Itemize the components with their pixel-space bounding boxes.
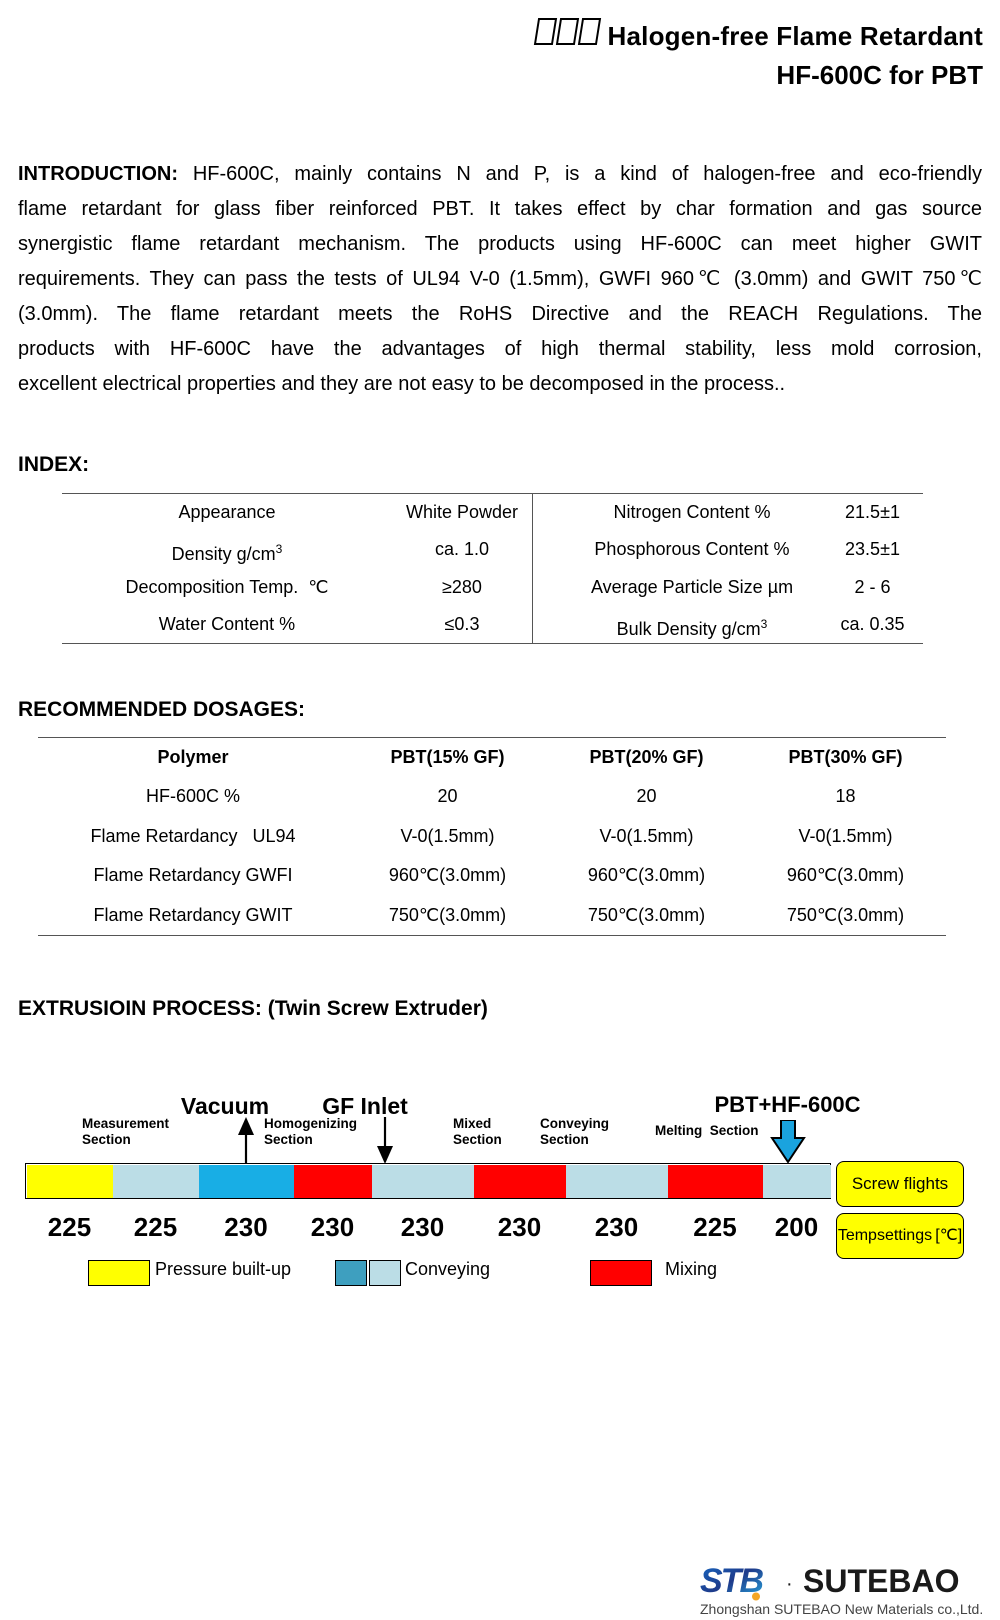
svg-text:SUTEBAO: SUTEBAO [803,1563,959,1599]
svg-text:·: · [786,1573,793,1595]
